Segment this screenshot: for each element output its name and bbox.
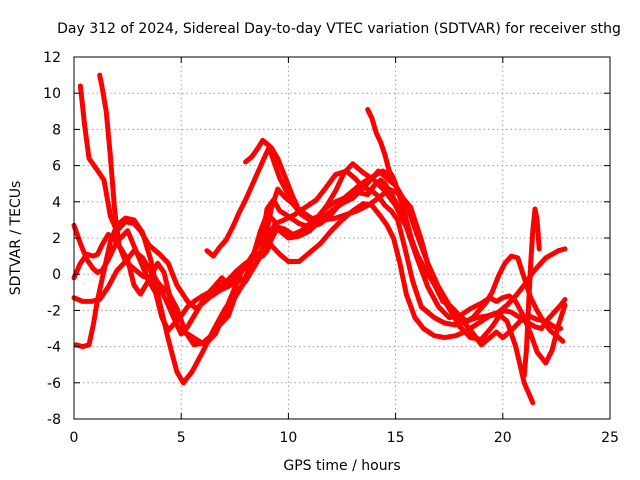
series-trace-10 <box>521 206 542 379</box>
y-axis-label: SDTVAR / TECUs <box>8 181 24 296</box>
x-axis-label: GPS time / hours <box>283 458 400 474</box>
y-tick-label: 6 <box>52 159 61 175</box>
y-tick-label: 2 <box>52 231 61 247</box>
chart-title: Day 312 of 2024, Sidereal Day-to-day VTE… <box>57 21 621 37</box>
grid <box>74 57 610 419</box>
axis-ticks <box>73 56 611 420</box>
x-tick-label: 15 <box>387 430 405 446</box>
y-tick-label: 12 <box>43 50 61 66</box>
y-tick-label: -2 <box>47 303 61 319</box>
series-trace-9 <box>365 107 429 275</box>
data-series <box>71 72 568 406</box>
x-tick-label: 25 <box>601 430 619 446</box>
series-trace-7 <box>204 145 399 259</box>
y-tick-label: -6 <box>47 376 61 392</box>
y-tick-label: 0 <box>52 267 61 283</box>
y-tick-label: -8 <box>47 412 61 428</box>
y-tick-label: 4 <box>52 195 61 211</box>
series-trace-2 <box>97 72 536 406</box>
y-tick-label: 8 <box>52 122 61 138</box>
tick-labels: 0 5 10 15 20 25 -8 -6 -4 -2 0 2 4 6 8 10 12 <box>43 50 619 446</box>
x-tick-label: 20 <box>494 430 512 446</box>
series-trace-6 <box>73 186 566 386</box>
series-trace-5 <box>71 161 568 366</box>
series-trace-8 <box>243 137 300 208</box>
x-tick-label: 0 <box>70 430 79 446</box>
x-tick-label: 10 <box>279 430 297 446</box>
y-tick-label: -4 <box>47 340 61 356</box>
y-tick-label: 10 <box>43 86 61 102</box>
x-tick-label: 5 <box>177 430 186 446</box>
